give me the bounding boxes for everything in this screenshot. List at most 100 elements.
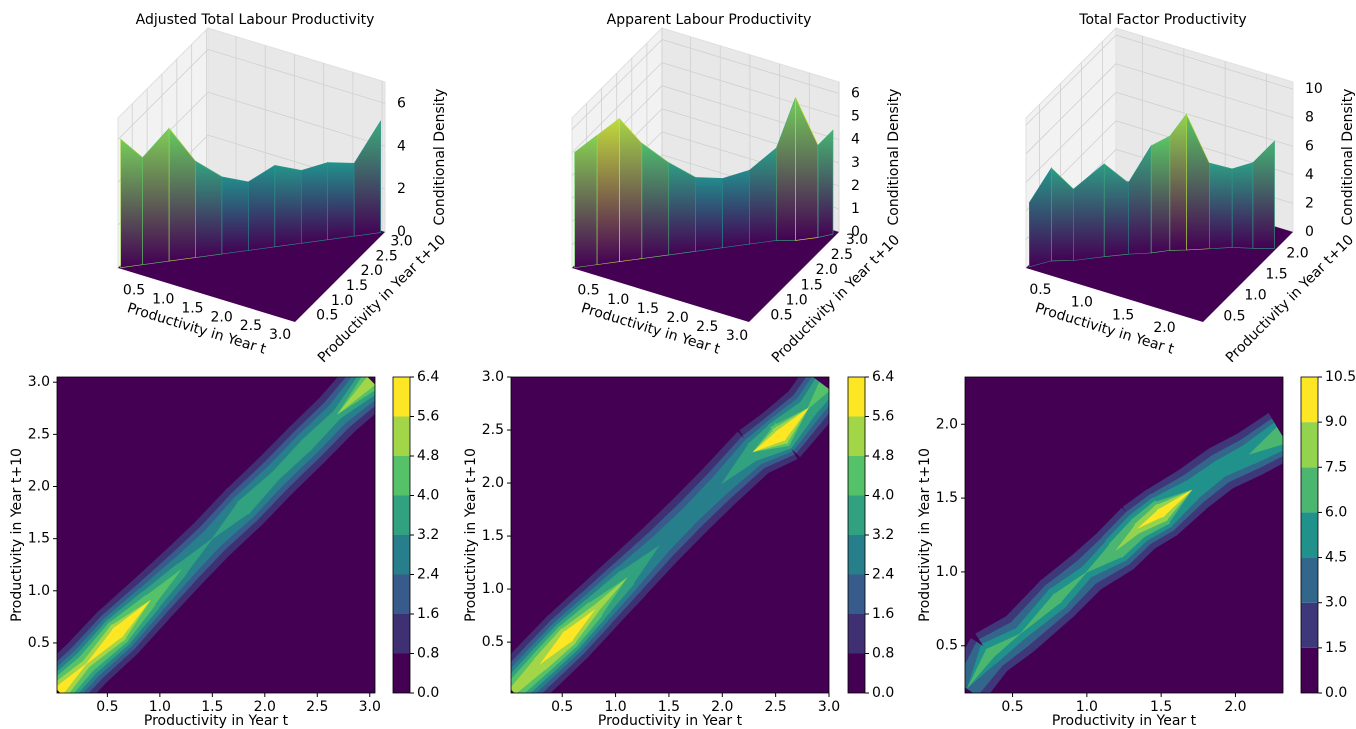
x-tick-label: 1.5 [181,300,203,316]
x-tick-label: 2.0 [1224,699,1246,715]
colorbar-band [848,574,865,614]
x-tick-label: 2.5 [306,699,328,715]
y-tick-label: 1.5 [936,490,958,506]
colorbar-band [1301,512,1318,558]
contour-band [236,471,281,515]
colorbar-tick-label: 4.8 [872,448,894,464]
y-tick-label: 2.0 [936,416,958,432]
z-tick-label: 10 [1305,81,1323,97]
y-tick-label: 1.5 [801,277,823,293]
contour-band [589,577,628,615]
x-tick-label: 2.0 [211,309,233,325]
colorbar-band [848,614,865,654]
contour-band [775,407,810,442]
contour-band [561,608,596,643]
grid-line [1025,63,1117,154]
y-tick-label: 3.0 [846,232,868,248]
colorbar-band [1301,647,1318,693]
contour-band [720,443,763,485]
y-tick-label: 2.0 [1286,245,1308,261]
x-tick-label: 1.0 [1076,699,1098,715]
colorbar-tick-label: 0.8 [417,646,439,662]
contour-band [1182,460,1228,501]
x-tick-label: 3.0 [818,699,840,715]
surface-ridge [1169,113,1187,251]
x-tick-label: 2.5 [765,699,787,715]
colorbar-tick-label: 3.2 [417,527,439,543]
x-tick-label: 2.5 [696,319,718,335]
x-tick-label: 1.0 [149,699,171,715]
grid-line [571,62,663,153]
contour-band [1214,443,1257,478]
y-tick-label: 3.0 [482,369,504,385]
colorbar-band [848,416,865,456]
colorbar-band [393,495,410,535]
x-axis-label: Productivity in Year t [1052,713,1197,729]
z-tick-label: 5 [851,109,860,125]
colorbar-band [1301,422,1318,468]
surface-ridge [641,142,670,259]
colorbar-tick-label: 9.0 [1325,414,1347,430]
y-tick-label: 0.5 [482,634,504,650]
x-tick-label: 2.0 [666,310,688,326]
colorbar-band [1301,557,1318,603]
x-axis-label: Productivity in Year t [598,713,743,729]
contour [57,377,375,693]
contour-band [270,438,314,482]
colorbar-tick-label: 6.0 [1325,504,1347,520]
x-tick-label: 1.5 [1150,699,1172,715]
surface-ridge [120,138,143,268]
surface-ridge [1252,140,1275,249]
x-tick-label: 0.5 [96,699,118,715]
colorbar-tick-label: 3.0 [1325,595,1347,611]
contour-band [1137,507,1166,529]
contour-band [539,630,574,665]
y-tick-label: 3.0 [390,233,412,249]
y-axis-label: Productivity in Year t+10 [9,448,25,622]
contour-band [336,377,375,415]
y-tick-label: 0.5 [936,638,958,654]
z-tick-label: 1 [851,201,860,217]
surface-ridge [695,177,723,252]
chart-title: Total Factor Productivity [1078,12,1246,28]
z-tick-label: 6 [851,86,860,102]
colorbar-tick-label: 4.0 [417,488,439,504]
z-tick-label: 0 [397,224,406,240]
colorbar-band [393,377,410,417]
contour-band [966,648,997,689]
z-tick-label: 8 [1305,110,1314,126]
y-tick-label: 2.0 [816,262,838,278]
surface-ridge [327,162,355,241]
contour-band [174,537,214,577]
colorbar-band [393,574,410,614]
y-tick-label: 1.5 [482,528,504,544]
x-tick-label: 1.5 [201,699,223,715]
x-tick-label: 2.0 [711,699,733,715]
contour [965,377,1283,693]
z-axis-label: Conditional Density [432,89,448,226]
contour [511,377,829,693]
grid-line [1025,92,1117,183]
colorbar-tick-label: 0.0 [417,685,439,701]
x-tick-label: 1.0 [1071,295,1093,311]
colorbar-tick-label: 1.5 [1325,640,1347,656]
y-tick-label: 2.5 [831,247,853,263]
y-tick-label: 1.0 [785,292,807,308]
y-tick-label: 1.0 [936,564,958,580]
chart-title: Adjusted Total Labour Productivity [136,12,375,28]
colorbar-tick-label: 1.6 [872,606,894,622]
colorbar-band [1301,602,1318,648]
z-tick-label: 2 [397,181,406,197]
y-tick-label: 0.5 [1223,309,1245,325]
y-tick-label: 1.0 [1244,288,1266,304]
plot-frame [510,376,830,694]
x-tick-label: 1.5 [658,699,680,715]
x-tick-label: 3.0 [726,328,748,344]
colorbar-band [848,495,865,535]
colorbar-tick-label: 4.5 [1325,550,1347,566]
colorbar-band [1301,467,1318,513]
grid-line [207,91,386,147]
y-tick-label: 2.5 [482,422,504,438]
colorbar-tick-label: 6.4 [872,369,894,385]
